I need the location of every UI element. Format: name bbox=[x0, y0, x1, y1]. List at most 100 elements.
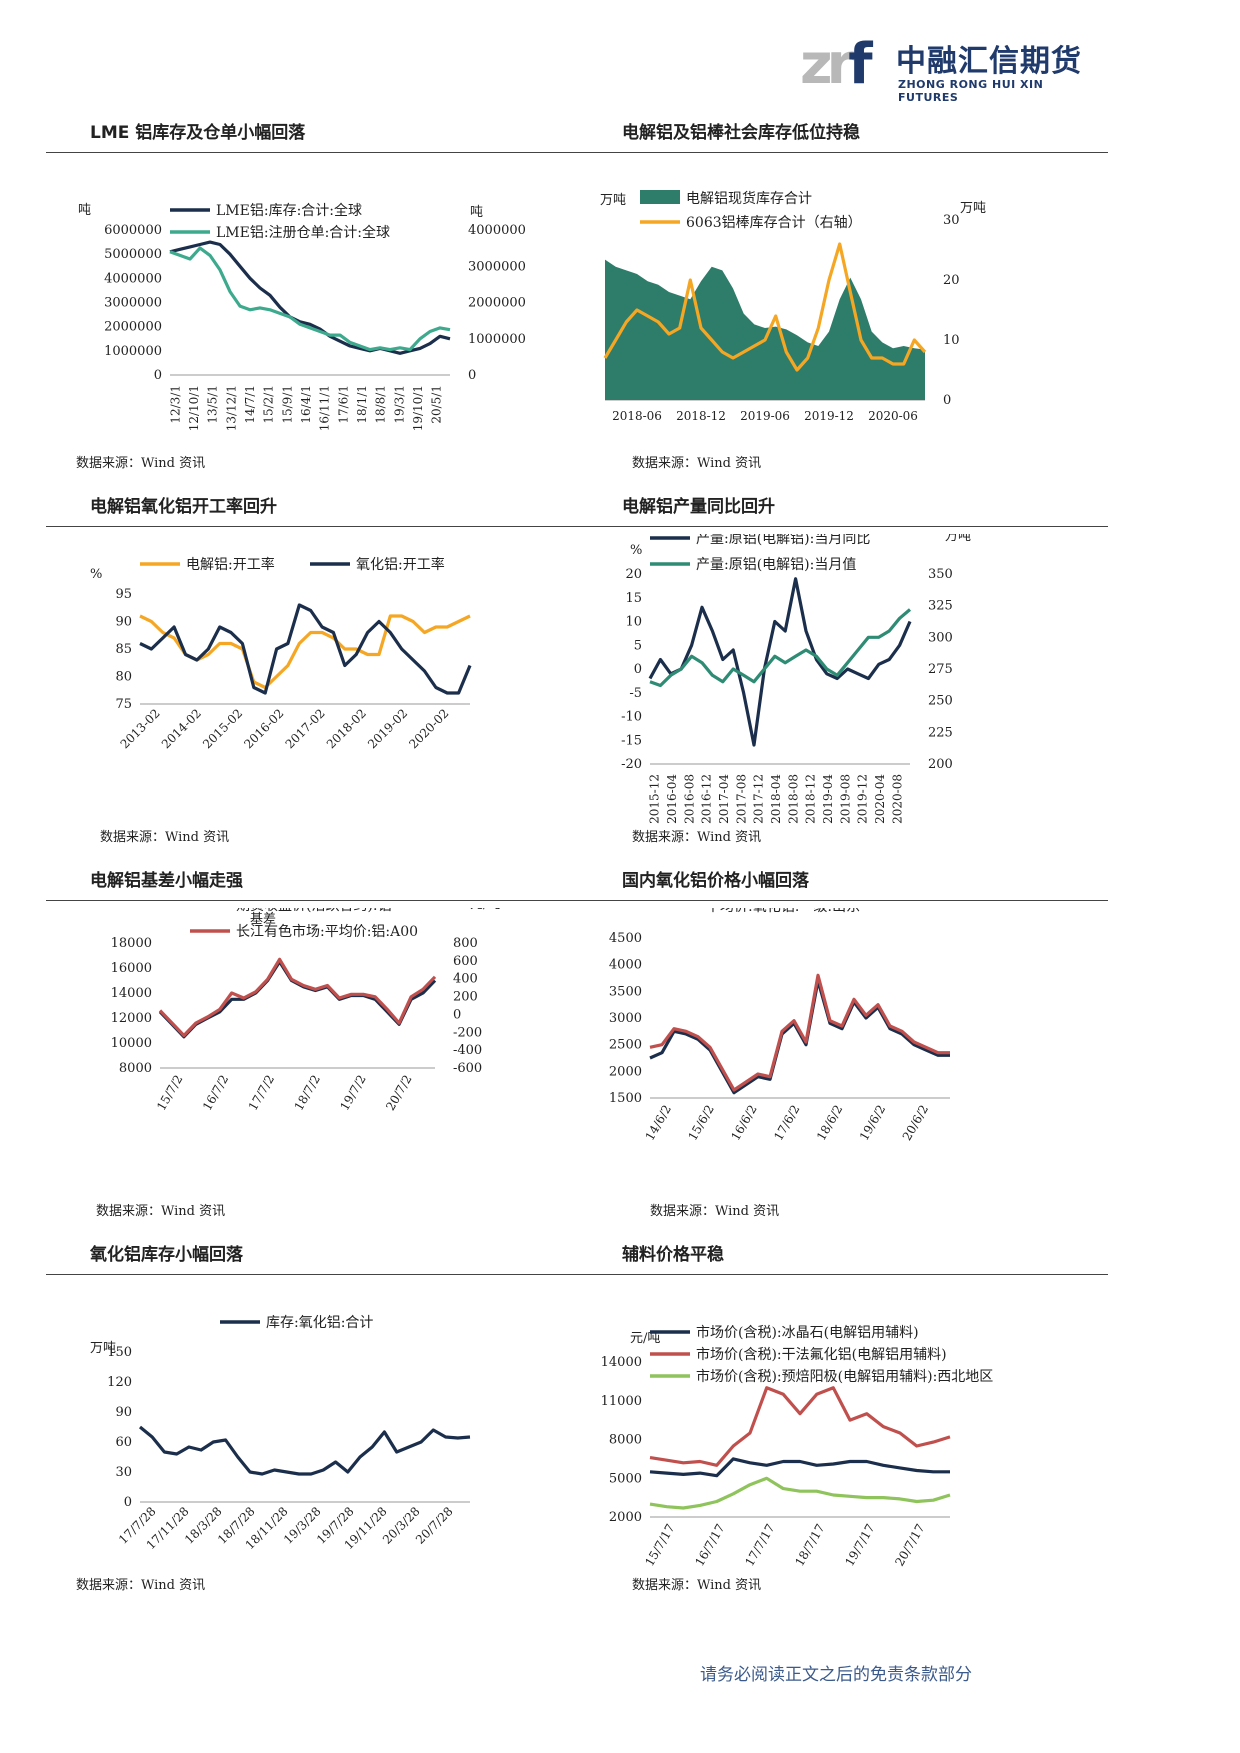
chart-title: LME 铝库存及仓单小幅回落 bbox=[90, 123, 306, 143]
y-axis-unit: 万吨 bbox=[90, 1341, 116, 1356]
y-tick-label: 5000000 bbox=[104, 247, 162, 262]
x-tick-label: 2020-02 bbox=[406, 706, 451, 751]
x-tick-label: 16/4/1 bbox=[299, 385, 313, 424]
data-source: 数据来源：Wind 资讯 bbox=[632, 1578, 762, 1593]
x-tick-label: 2016-08 bbox=[682, 774, 696, 824]
y-tick-label: 2000 bbox=[609, 1064, 642, 1079]
x-tick-label: 2017-02 bbox=[283, 706, 328, 751]
y2-tick-label: 250 bbox=[928, 694, 953, 709]
y-tick-label: 11000 bbox=[601, 1394, 642, 1409]
x-tick-label: 19/6/2 bbox=[857, 1103, 888, 1143]
x-tick-label: 2017-04 bbox=[717, 774, 731, 824]
y-tick-label: 14000 bbox=[111, 986, 152, 1001]
x-tick-label: 2015-12 bbox=[648, 774, 662, 824]
x-tick-label: 19/3/1 bbox=[392, 385, 406, 424]
x-tick-label: 2019-02 bbox=[365, 706, 410, 751]
x-tick-label: 17/6/1 bbox=[336, 385, 350, 424]
y-tick-label: 15 bbox=[625, 591, 642, 606]
x-tick-label: 2013-02 bbox=[118, 706, 163, 751]
legend-label: 市场价(含税):冰晶石(电解铝用辅料) bbox=[696, 1324, 919, 1341]
series-line bbox=[649, 1386, 951, 1467]
x-tick-label: 2019-12 bbox=[856, 774, 870, 824]
x-tick-label: 17/7/17 bbox=[742, 1522, 777, 1569]
x-tick-label: 2019-08 bbox=[838, 774, 852, 824]
data-source: 数据来源：Wind 资讯 bbox=[650, 1204, 780, 1219]
data-source: 数据来源：Wind 资讯 bbox=[632, 830, 762, 845]
legend-label: 产量:原铝(电解铝):当月同比 bbox=[696, 534, 870, 547]
chart-title: 电解铝氧化铝开工率回升 bbox=[90, 497, 277, 517]
y-tick-label: 20 bbox=[625, 567, 642, 582]
x-tick-label: 2018-02 bbox=[324, 706, 369, 751]
y-tick-label: -20 bbox=[621, 757, 642, 772]
series-line bbox=[649, 1457, 950, 1478]
x-tick-label: 16/7/17 bbox=[692, 1522, 727, 1569]
y2-axis-unit: 元/吨 bbox=[470, 908, 500, 912]
y-tick-label: 5 bbox=[634, 638, 642, 653]
y-tick-label: 12000 bbox=[111, 1011, 152, 1026]
x-tick-label: 13/12/1 bbox=[224, 385, 238, 431]
chart-auxiliary-price: 14000 11000 8000 5000 2000 元/吨 15/7/17 16/7/17 1… bbox=[601, 1324, 994, 1569]
y-tick-label: 3500 bbox=[609, 984, 642, 999]
y2-axis-unit: 万吨 bbox=[945, 534, 971, 544]
x-tick-label: 19/7/2 bbox=[337, 1073, 368, 1113]
series-line bbox=[649, 1476, 951, 1510]
x-tick-label: 18/7/17 bbox=[792, 1522, 827, 1569]
y2-tick-label: 2000000 bbox=[468, 296, 526, 311]
x-tick-label: 12/10/1 bbox=[187, 385, 201, 431]
y2-tick-label: 10 bbox=[943, 333, 960, 348]
y-tick-label: 8000 bbox=[609, 1433, 642, 1448]
section-divider bbox=[46, 152, 1108, 153]
legend-label: 库存:氧化铝:合计 bbox=[266, 1315, 373, 1331]
series-area bbox=[605, 259, 925, 400]
y2-tick-label: -600 bbox=[453, 1061, 482, 1076]
y-tick-label: 3000000 bbox=[104, 296, 162, 311]
chart-production-yoy: 20 15 10 5 0 -5 -10 -15 -20 350 325 300 275 250 225 200… bbox=[621, 534, 971, 824]
x-tick-label: 2019-06 bbox=[740, 409, 790, 423]
y-tick-label: 60 bbox=[115, 1435, 132, 1450]
y-tick-label: 75 bbox=[115, 697, 132, 712]
y2-tick-label: 325 bbox=[928, 599, 953, 614]
y-axis-unit: 元/吨 bbox=[630, 1331, 660, 1346]
legend-label: 产量:原铝(电解铝):当月值 bbox=[696, 557, 856, 573]
y-tick-label: 8000 bbox=[119, 1061, 152, 1076]
chart-lme-inventory: 6000000 5000000 4000000 3000000 2000000 10000… bbox=[78, 202, 526, 431]
x-tick-label: 15/2/1 bbox=[262, 385, 276, 424]
x-tick-label: 15/7/2 bbox=[154, 1073, 185, 1113]
x-tick-label: 16/7/2 bbox=[200, 1073, 231, 1113]
y-tick-label: 0 bbox=[154, 368, 162, 383]
x-tick-label: 2019-04 bbox=[821, 774, 835, 824]
series-line bbox=[649, 608, 912, 688]
x-tick-label: 2018-12 bbox=[804, 774, 818, 824]
y2-tick-label: 20 bbox=[943, 273, 960, 288]
company-name-cn: 中融汇信期货 bbox=[896, 44, 1082, 79]
x-tick-label: 2016-04 bbox=[665, 774, 679, 824]
company-name-en: ZHONG RONG HUI XIN FUTURES bbox=[898, 78, 1044, 104]
series-line bbox=[603, 242, 927, 372]
y2-tick-label: 225 bbox=[928, 725, 953, 740]
x-tick-label: 2018-12 bbox=[676, 409, 726, 423]
series-line bbox=[648, 577, 912, 747]
y-axis-unit: % bbox=[630, 543, 642, 558]
y2-tick-label: 600 bbox=[453, 954, 478, 969]
y2-tick-label: 4000000 bbox=[468, 223, 526, 238]
company-logo: zrf 中融汇信期货 ZHONG RONG HUI XIN FUTURES bbox=[800, 28, 1100, 104]
chart-title: 电解铝及铝棒社会库存低位持稳 bbox=[622, 123, 860, 143]
y-tick-label: 1500 bbox=[609, 1091, 642, 1106]
y-tick-label: 1000000 bbox=[104, 344, 162, 359]
x-tick-label: 19/7/17 bbox=[842, 1522, 877, 1569]
chart-title: 辅料价格平稳 bbox=[622, 1245, 724, 1265]
y-tick-label: -5 bbox=[629, 686, 642, 701]
chart-alumina-inventory: 1501209060300万吨17/7/2817/11/2818/3/2818/… bbox=[90, 1315, 471, 1552]
y-tick-label: 3000 bbox=[609, 1011, 642, 1026]
y-tick-label: 95 bbox=[115, 587, 132, 602]
x-tick-label: 12/3/1 bbox=[168, 385, 182, 424]
y-tick-label: 150 bbox=[107, 1345, 132, 1360]
legend-label: 氧化铝:开工率 bbox=[356, 556, 445, 573]
x-tick-label: 2020-06 bbox=[868, 409, 918, 423]
y-tick-label: 30 bbox=[115, 1465, 132, 1480]
legend-swatch bbox=[640, 190, 680, 204]
y-tick-label: 16000 bbox=[111, 961, 152, 976]
x-tick-label: 20/6/2 bbox=[900, 1103, 931, 1143]
y-tick-label: 90 bbox=[115, 615, 132, 630]
y2-tick-label: 300 bbox=[928, 630, 953, 645]
